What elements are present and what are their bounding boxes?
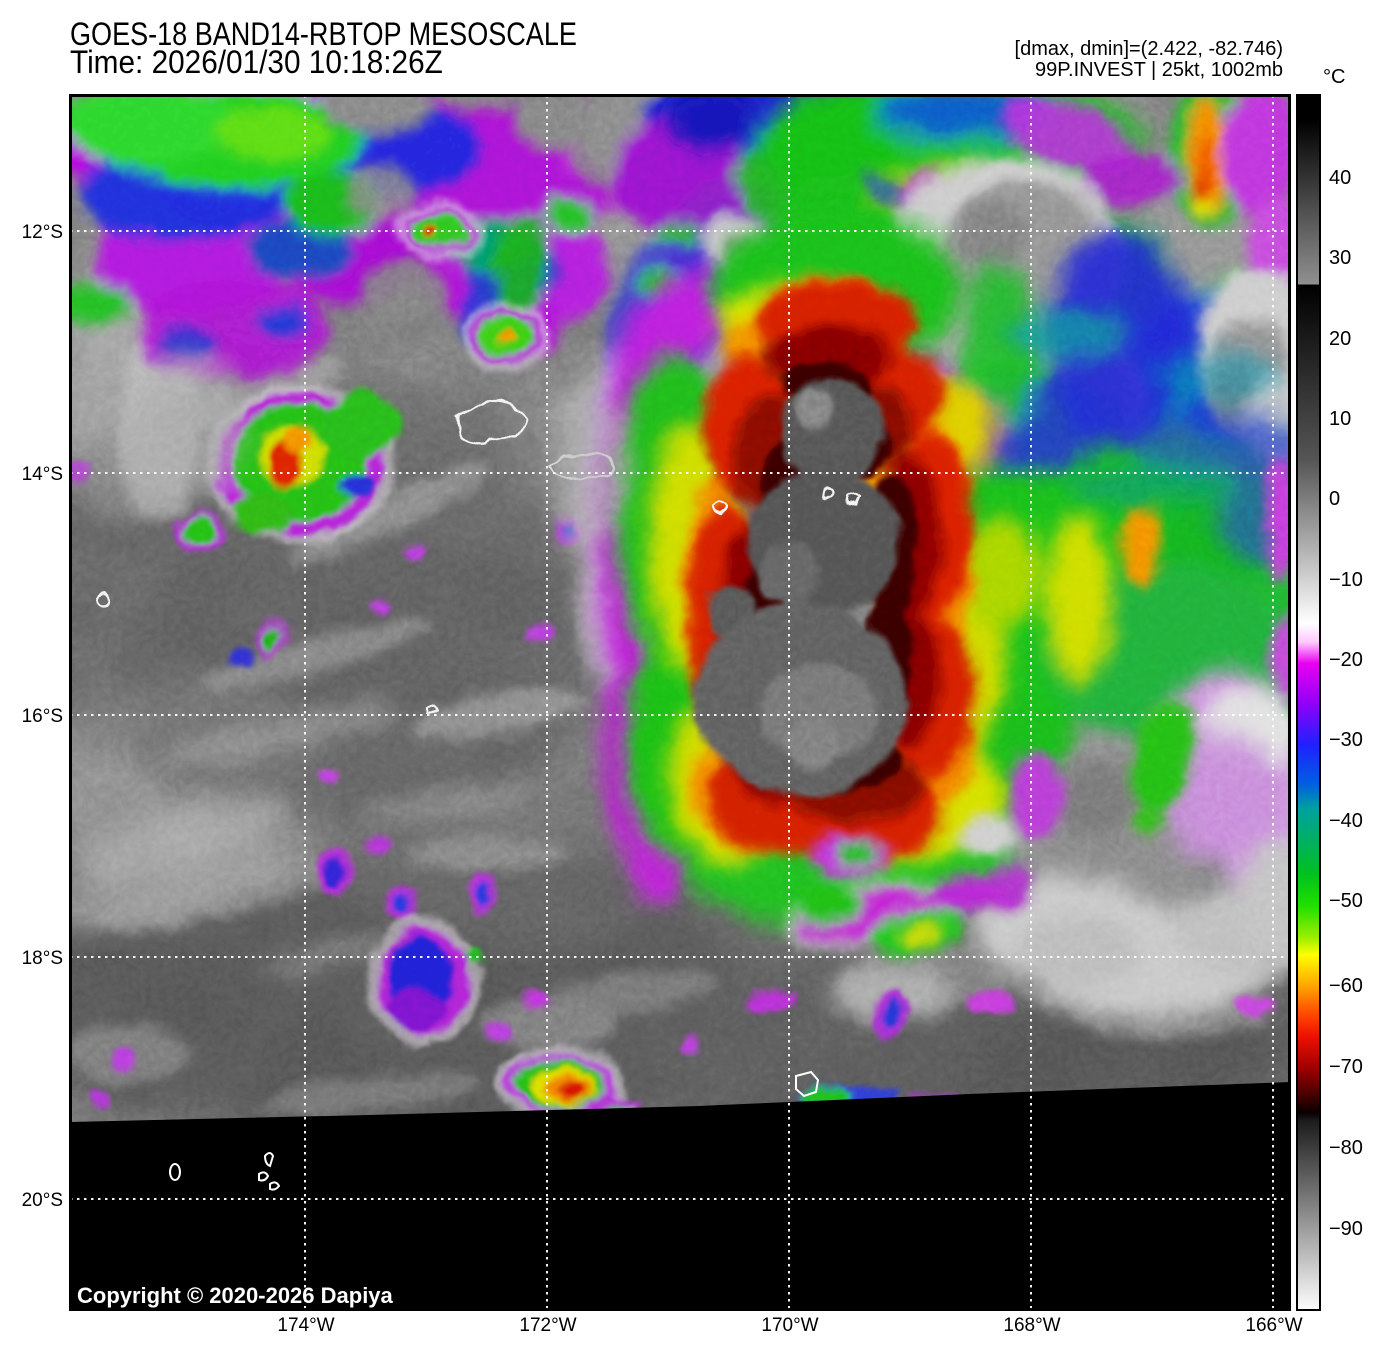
svg-text:Copyright © 2020-2026 Dapiya: Copyright © 2020-2026 Dapiya bbox=[77, 1283, 394, 1308]
